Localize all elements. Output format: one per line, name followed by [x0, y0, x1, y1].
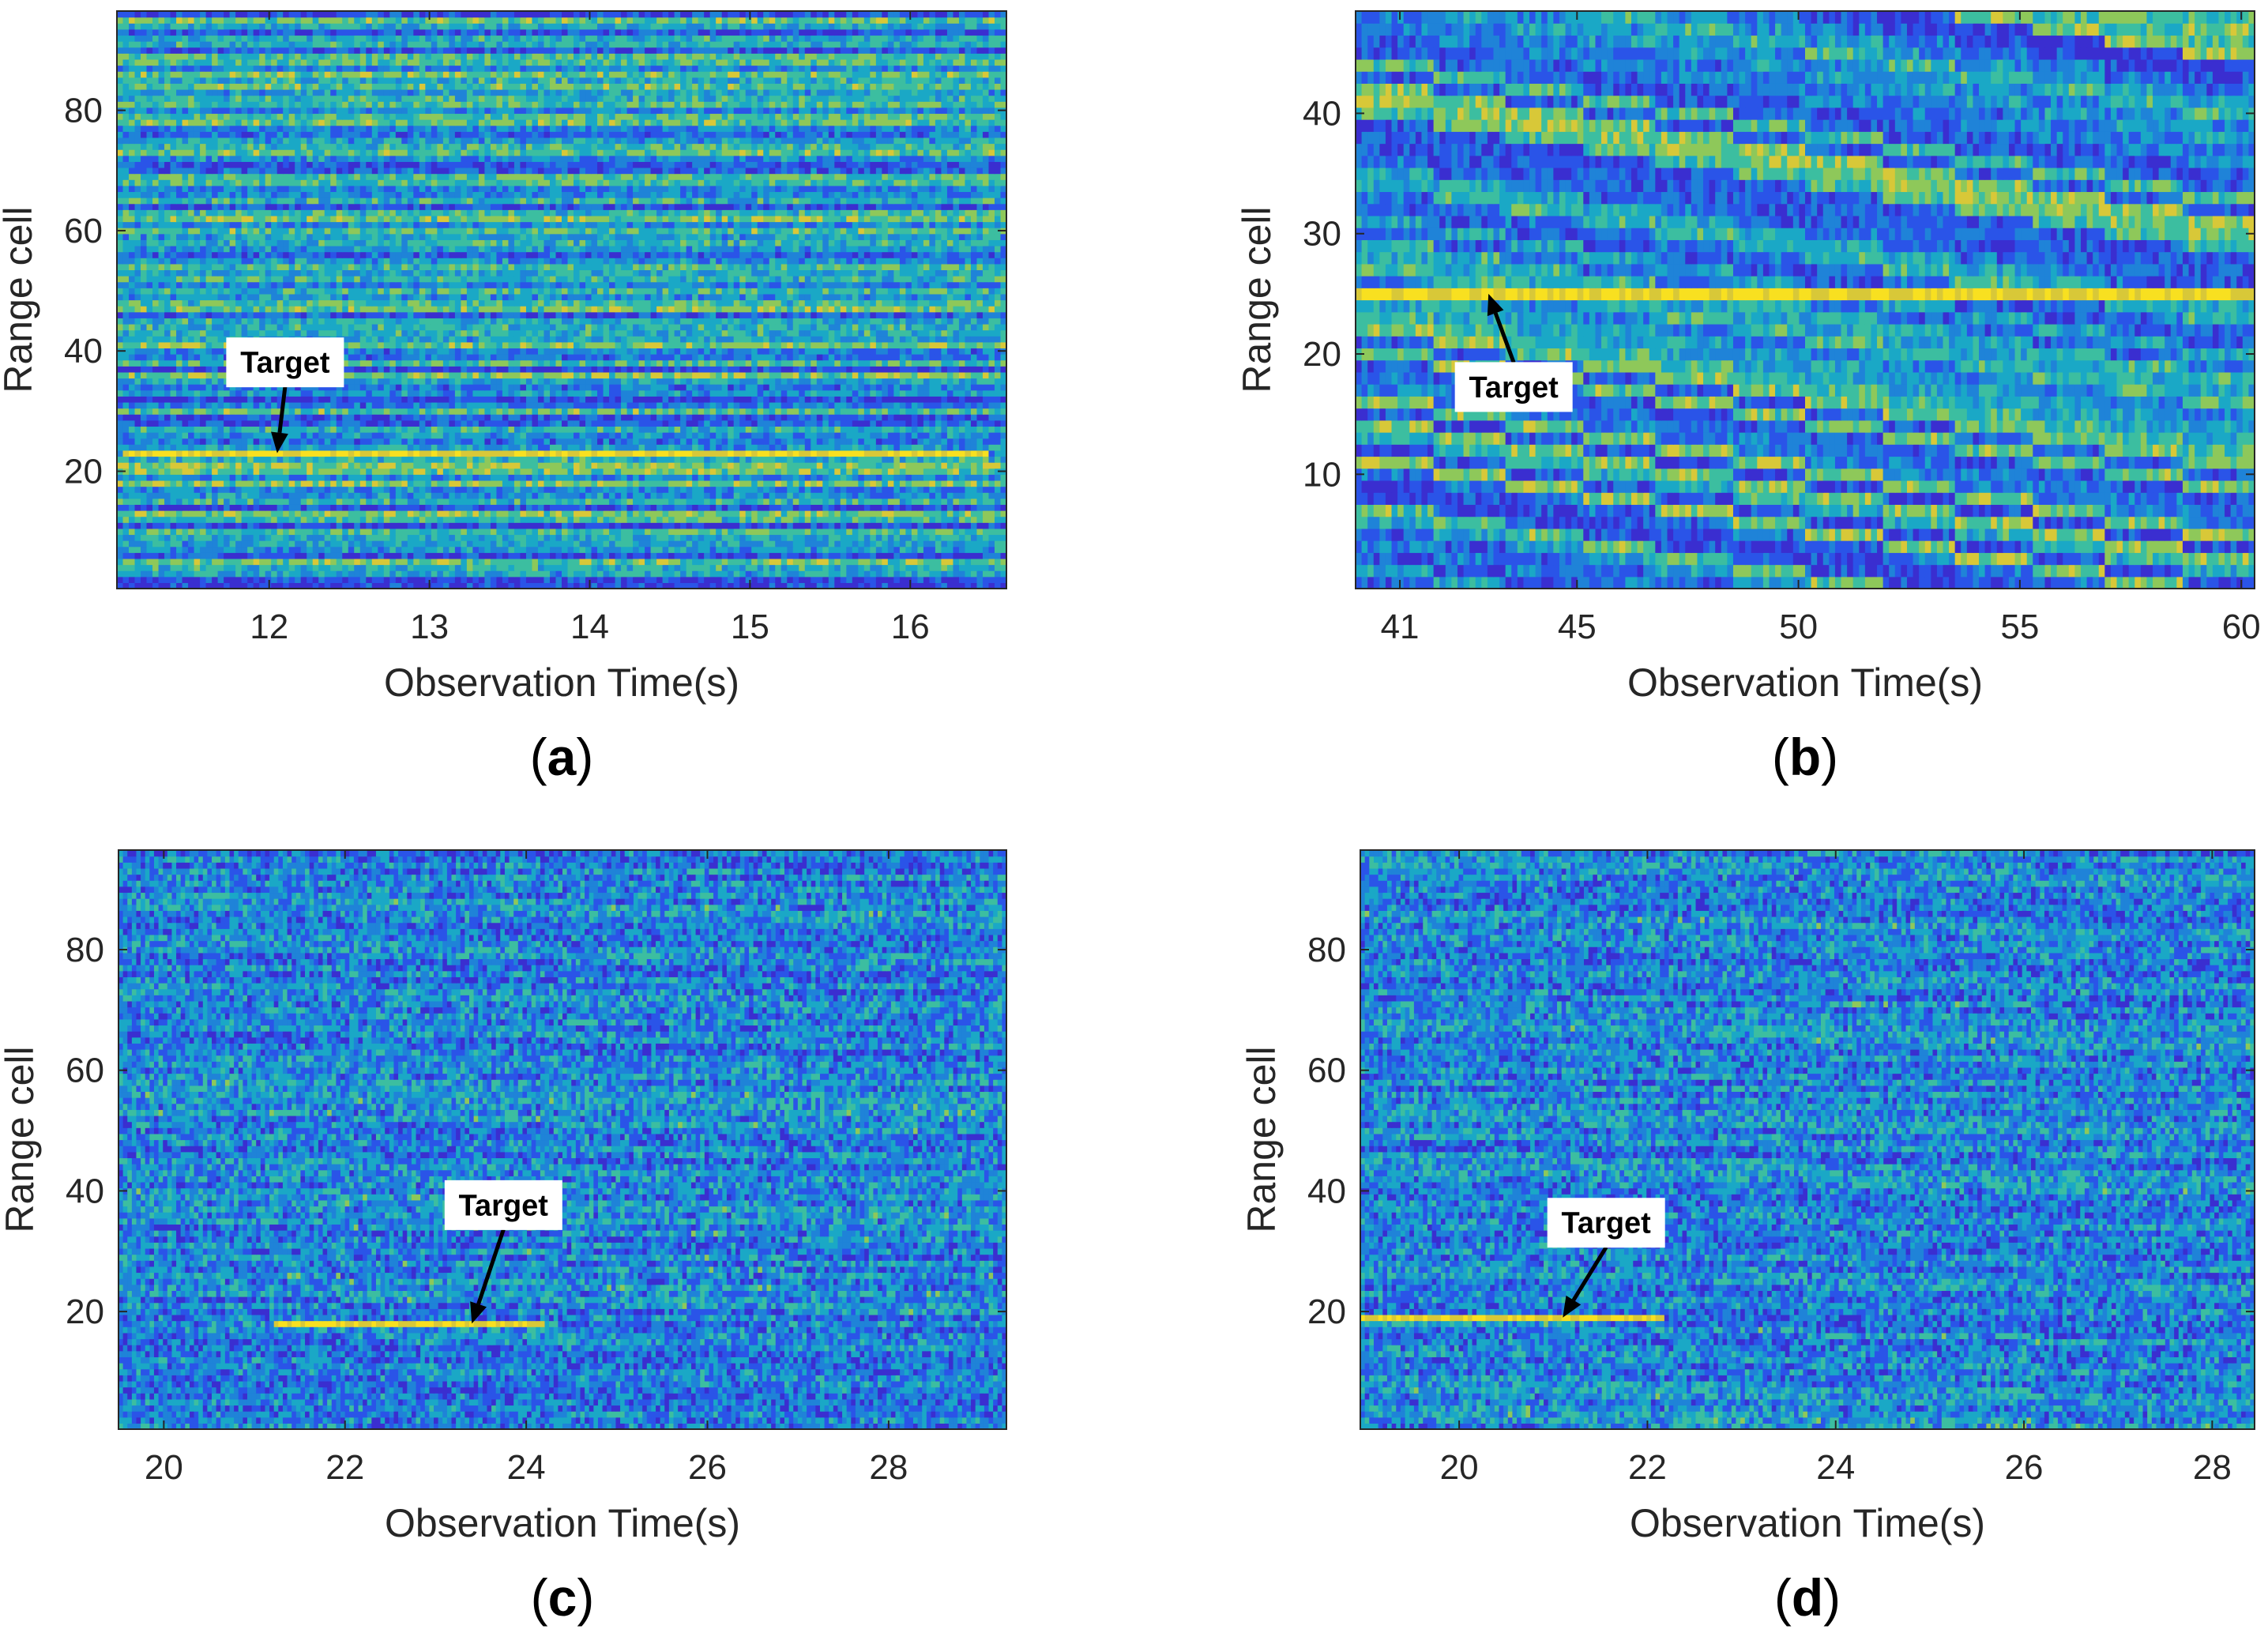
y-tick-label: 60 [1307, 1052, 1346, 1090]
x-axis-label: Observation Time(s) [1630, 1501, 1985, 1545]
y-tick-label: 10 [1303, 455, 1341, 494]
panel-label: (b) [1772, 728, 1838, 786]
x-tick-label: 28 [2193, 1448, 2232, 1487]
x-tick-label: 50 [1779, 608, 1818, 646]
x-tick-label: 26 [2005, 1448, 2044, 1487]
x-tick-label: 20 [145, 1448, 183, 1487]
y-tick-label: 40 [1303, 94, 1341, 133]
heatmap [117, 11, 1007, 589]
target-label: Target [1469, 371, 1559, 404]
x-tick-label: 22 [1628, 1448, 1667, 1487]
y-tick-label: 80 [66, 931, 104, 969]
x-tick-label: 55 [2000, 608, 2039, 646]
x-tick-label: 22 [325, 1448, 364, 1487]
y-tick-label: 20 [66, 1292, 104, 1331]
y-axis-label: Range cell [1239, 1046, 1284, 1232]
y-tick-label: 30 [1303, 215, 1341, 254]
x-tick-label: 13 [410, 608, 449, 646]
target-label: Target [1562, 1207, 1652, 1240]
x-tick-label: 45 [1558, 608, 1597, 646]
panel-label: (a) [530, 728, 594, 786]
x-tick-label: 20 [1440, 1448, 1479, 1487]
y-axis-label: Range cell [0, 1046, 42, 1232]
heatmap [1360, 850, 2255, 1430]
y-tick-label: 20 [1303, 335, 1341, 374]
y-tick-label: 40 [1307, 1172, 1346, 1210]
x-tick-label: 60 [2222, 608, 2261, 646]
y-axis-label: Range cell [1235, 206, 1279, 393]
target-label: Target [459, 1189, 549, 1222]
y-tick-label: 40 [64, 332, 103, 371]
x-tick-label: 28 [869, 1448, 908, 1487]
y-tick-label: 20 [1307, 1292, 1346, 1331]
x-tick-label: 41 [1381, 608, 1420, 646]
y-tick-label: 20 [64, 453, 103, 491]
x-tick-label: 14 [570, 608, 609, 646]
y-tick-label: 80 [64, 92, 103, 130]
x-tick-label: 16 [891, 608, 930, 646]
panel-label: (c) [531, 1568, 595, 1627]
x-tick-label: 24 [507, 1448, 546, 1487]
x-tick-label: 26 [688, 1448, 727, 1487]
y-tick-label: 80 [1307, 931, 1346, 969]
target-label: Target [240, 347, 330, 380]
y-tick-label: 60 [66, 1052, 104, 1090]
heatmap [118, 850, 1007, 1430]
x-tick-label: 12 [250, 608, 288, 646]
x-axis-label: Observation Time(s) [1627, 660, 1983, 705]
x-axis-label: Observation Time(s) [385, 1501, 740, 1545]
y-axis-label: Range cell [0, 206, 40, 393]
x-tick-label: 24 [1816, 1448, 1855, 1487]
y-tick-label: 40 [66, 1172, 104, 1210]
x-axis-label: Observation Time(s) [384, 660, 739, 705]
x-tick-label: 15 [731, 608, 769, 646]
panel-label: (d) [1774, 1568, 1841, 1627]
y-tick-label: 60 [64, 212, 103, 250]
